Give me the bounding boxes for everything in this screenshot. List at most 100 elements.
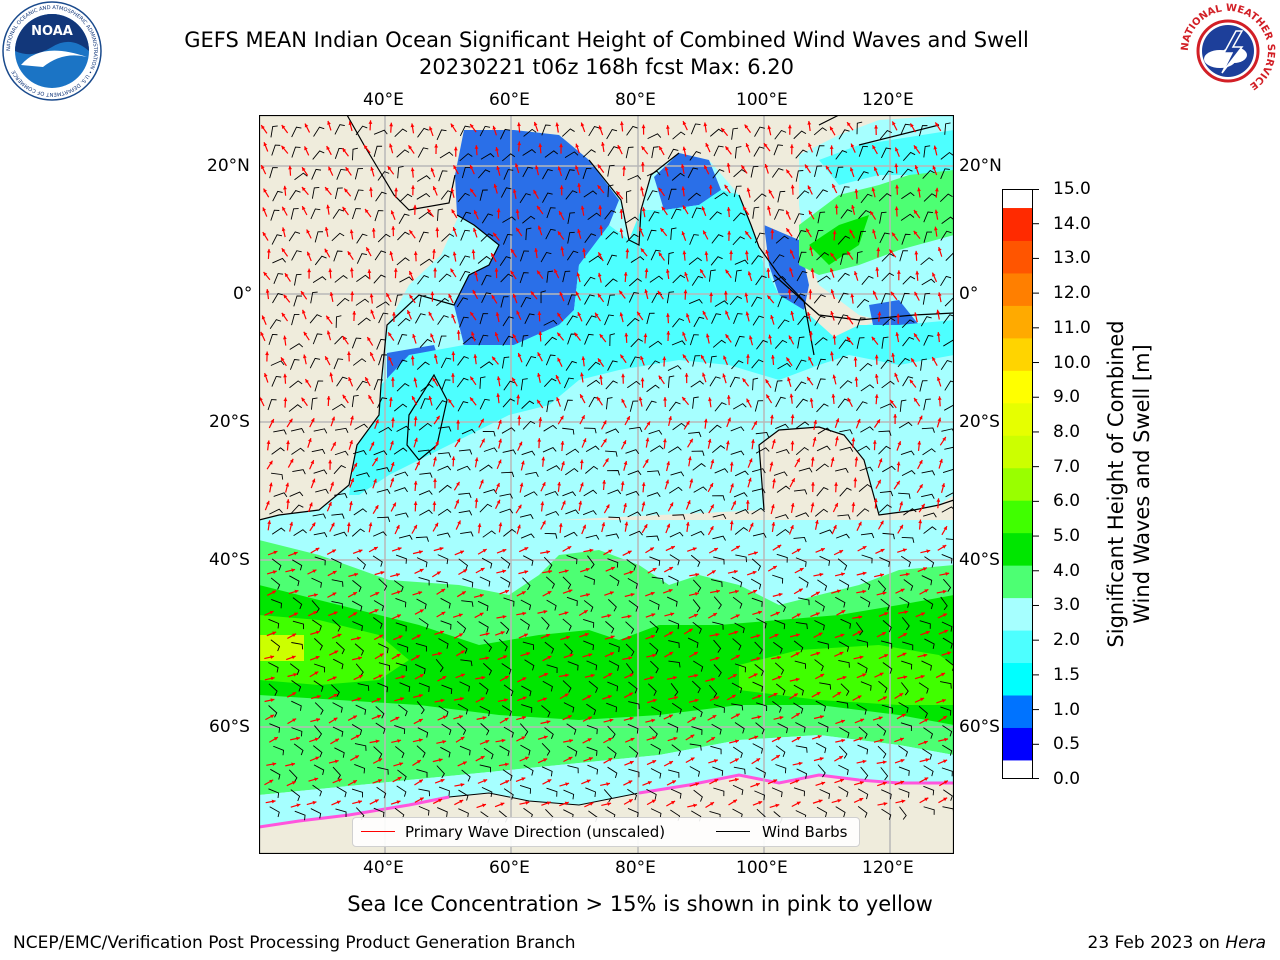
wind-barb	[353, 450, 367, 456]
wind-barb	[751, 359, 764, 369]
wave-arrow-head	[396, 800, 401, 804]
wave-arrow-head	[291, 568, 296, 573]
wind-barb	[817, 275, 831, 283]
wave-arrow-head	[565, 782, 570, 787]
wave-arrow-head	[283, 397, 288, 402]
wind-barb	[585, 465, 599, 474]
wind-barb	[772, 701, 782, 713]
wave-arrow-head	[715, 656, 720, 661]
wind-barb	[752, 532, 767, 538]
wind-barb	[902, 275, 916, 285]
wind-barb	[457, 703, 469, 715]
lon-tick-top-60e: 60°E	[489, 90, 530, 110]
wind-barb	[334, 493, 348, 499]
wave-arrow-head	[630, 592, 635, 597]
wind-barb	[289, 380, 303, 389]
wind-barb	[415, 642, 427, 652]
wave-arrow-head	[435, 227, 440, 232]
wind-barb	[503, 726, 514, 738]
wave-arrow-head	[770, 315, 774, 319]
wind-barb	[291, 146, 301, 158]
wind-barb	[856, 445, 871, 453]
wave-arrow-head	[668, 416, 672, 421]
wave-arrow-head	[702, 372, 706, 377]
wind-barb	[667, 375, 675, 388]
wave-arrow-head	[875, 267, 880, 271]
wave-arrow-head	[839, 550, 844, 554]
wave-arrow-head	[871, 336, 876, 341]
wind-barb	[668, 769, 680, 778]
wave-arrow-head	[480, 568, 485, 572]
wave-arrow-head	[660, 228, 665, 233]
wind-barb	[567, 333, 577, 345]
wave-arrow-head	[900, 588, 905, 593]
wind-barb	[856, 337, 865, 349]
wave-arrow-head	[409, 230, 414, 235]
wind-barb	[520, 250, 529, 262]
wave-arrow-head	[580, 205, 585, 210]
wave-arrow-head	[397, 739, 402, 743]
wave-arrow-head	[448, 399, 452, 404]
wave-arrow-head	[682, 250, 687, 255]
wind-barb	[923, 785, 935, 796]
wave-arrow-head	[328, 459, 333, 464]
wave-arrow-head	[389, 251, 394, 256]
wave-arrow-head	[330, 522, 335, 527]
colorbar-tick-label: 9.0	[1053, 387, 1081, 408]
wave-arrow-head	[442, 740, 447, 744]
wave-arrow-head	[261, 125, 265, 130]
wind-barb	[372, 555, 383, 567]
wave-arrow-head	[389, 122, 394, 127]
wind-barb	[479, 398, 490, 410]
wind-barb	[775, 448, 790, 454]
wind-barb	[626, 559, 637, 571]
wave-arrow-head	[777, 675, 782, 680]
wave-arrow-head	[713, 548, 718, 552]
wave-arrow-head	[721, 128, 725, 132]
wind-barb	[923, 526, 937, 534]
wind-barb	[439, 151, 454, 159]
wind-barb	[712, 766, 724, 776]
wave-arrow-head	[900, 780, 905, 785]
wind-barb	[546, 207, 556, 219]
wave-arrow-head	[418, 591, 423, 595]
wind-barb	[567, 212, 575, 224]
wave-arrow-head	[666, 313, 670, 317]
colorbar-swatch	[1003, 565, 1032, 599]
wave-arrow-head	[525, 800, 530, 805]
wave-arrow-head	[502, 615, 507, 619]
wave-arrow-head	[599, 375, 603, 379]
wave-arrow-head	[623, 461, 628, 465]
wave-arrow-head	[588, 757, 593, 761]
wave-arrow-head	[430, 167, 435, 172]
wind-barb	[544, 727, 554, 740]
wave-arrow-head	[840, 719, 845, 724]
wind-barb	[691, 207, 702, 219]
wave-arrow-head	[621, 373, 625, 378]
wave-band-1.5	[819, 130, 954, 185]
wave-arrow-head	[358, 675, 363, 679]
wind-barb	[291, 250, 302, 261]
legend-wind-line	[716, 831, 750, 832]
wave-arrow-head	[607, 695, 612, 699]
wave-arrow-head	[944, 737, 949, 742]
wave-arrow-head	[862, 673, 867, 677]
wind-barb	[856, 401, 868, 411]
wind-barb	[734, 470, 749, 477]
wind-barb	[291, 504, 304, 514]
wind-barb	[481, 213, 494, 224]
wind-barb	[903, 508, 917, 516]
wave-arrow-head	[283, 185, 287, 190]
wind-barb	[459, 681, 470, 692]
wave-arrow-head	[945, 572, 950, 576]
wind-barb	[646, 229, 657, 241]
wave-arrow-head	[652, 653, 657, 658]
wind-barb	[650, 768, 662, 779]
wave-arrow-head	[903, 675, 908, 680]
wave-arrow-head	[830, 457, 835, 462]
wave-arrow-head	[924, 589, 929, 593]
wave-arrow-head	[651, 799, 656, 804]
wave-arrow-head	[894, 163, 899, 168]
wave-arrow-head	[874, 354, 879, 359]
wind-barb	[648, 340, 663, 348]
